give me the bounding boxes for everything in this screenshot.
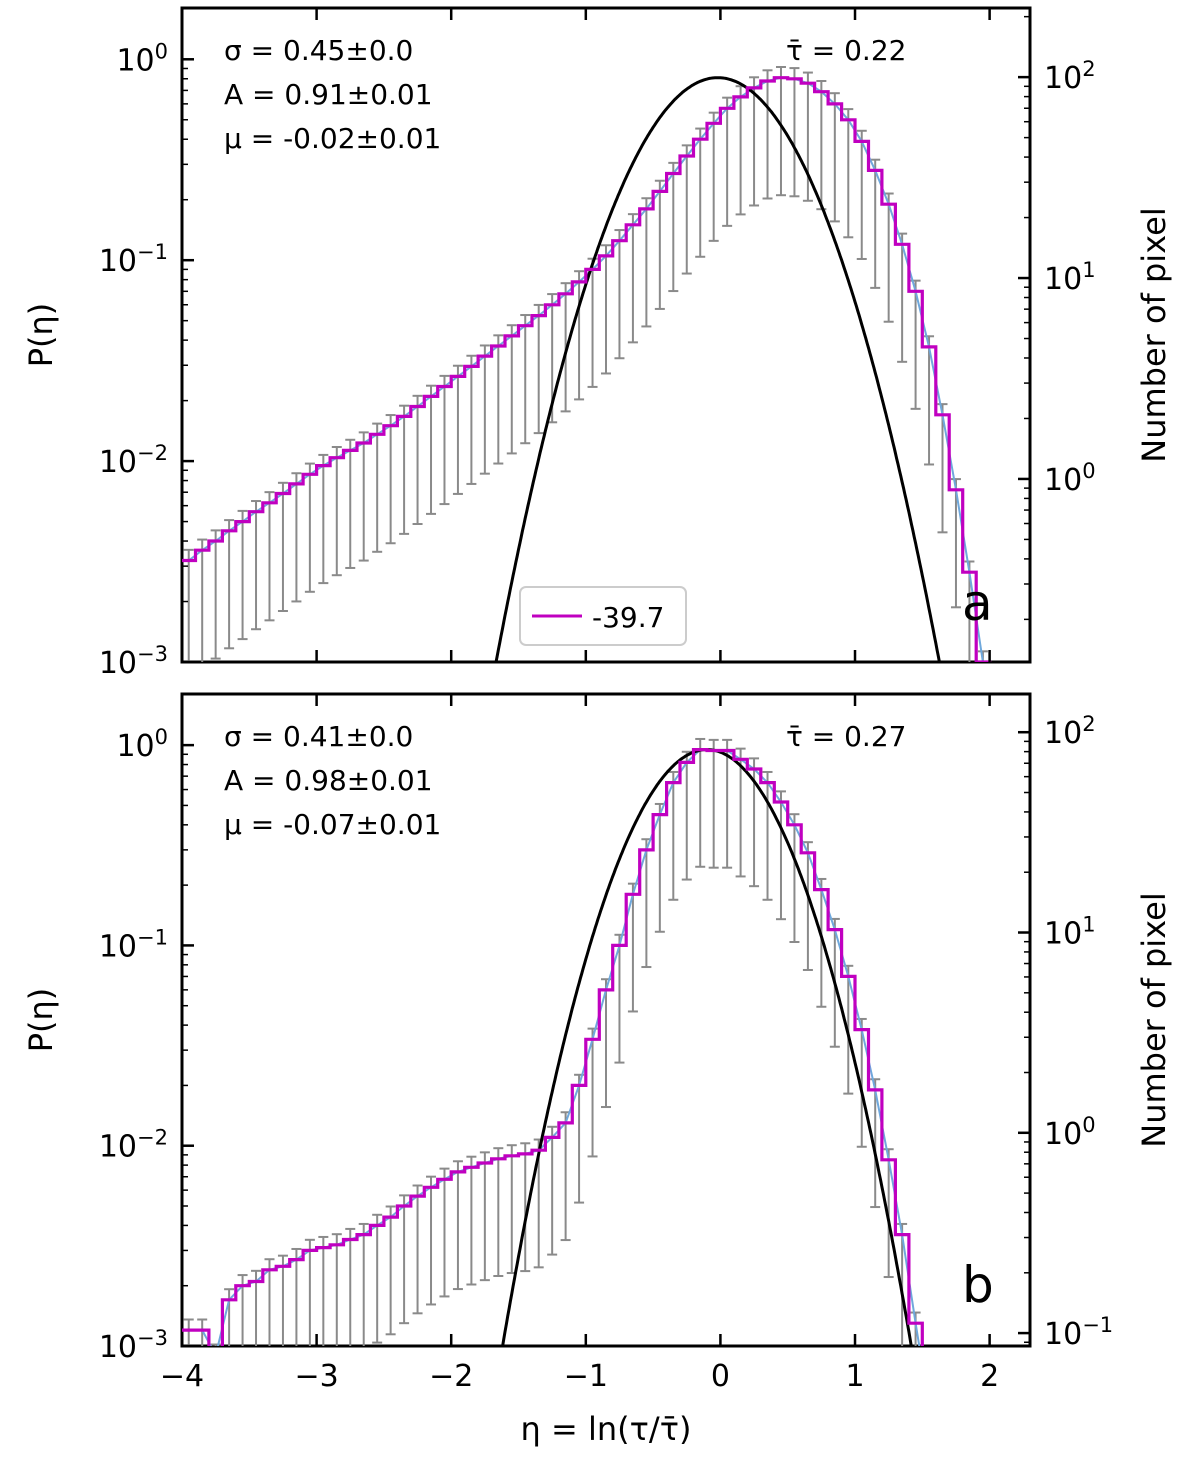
panel-letter: b bbox=[962, 1256, 994, 1314]
annotation-mu: μ = -0.07±0.01 bbox=[224, 808, 441, 841]
chart-marks: 10−3 10−2 10−1 100 10−1 100 101 102 −4 −3 −2 −1 0 1 2 bbox=[99, 694, 1113, 1394]
panel-letter: a bbox=[962, 574, 993, 632]
series-center-line bbox=[188, 748, 921, 1346]
x-tick-label: −4 bbox=[160, 1359, 204, 1394]
annotation-amplitude: A = 0.91±0.01 bbox=[224, 78, 433, 111]
y-axis-label: P(η) bbox=[22, 303, 60, 368]
x-tick-label: −1 bbox=[564, 1359, 608, 1394]
x-tick-label: 0 bbox=[711, 1359, 730, 1394]
series-center-line bbox=[188, 76, 984, 662]
legend-box bbox=[519, 586, 687, 646]
x-tick-label: 1 bbox=[845, 1359, 864, 1394]
y-tick-label: 100 bbox=[116, 39, 168, 78]
y-tick-label: 10−3 bbox=[99, 1326, 168, 1365]
y-tick-label: 10−1 bbox=[99, 925, 168, 964]
histogram-step bbox=[182, 76, 992, 662]
y2-tick-label: 100 bbox=[1044, 459, 1096, 498]
y2-tick-label: 100 bbox=[1044, 1113, 1096, 1152]
plot-frame bbox=[180, 6, 1032, 664]
y-axis-label: P(η) bbox=[22, 988, 60, 1053]
annotation-sigma: σ = 0.41±0.0 bbox=[224, 720, 413, 753]
y2-tick-label: 101 bbox=[1044, 258, 1096, 297]
x-axis-label: η = ln(τ/τ̄) bbox=[521, 1410, 692, 1448]
x-tick-label: −2 bbox=[429, 1359, 473, 1394]
fit-curve bbox=[501, 748, 913, 1346]
annotation-amplitude: A = 0.98±0.01 bbox=[224, 764, 433, 797]
y2-axis-label: Number of pixel bbox=[1135, 207, 1173, 462]
plot-frame bbox=[180, 692, 1032, 1348]
y2-tick-label: 101 bbox=[1044, 913, 1096, 952]
x-tick-label: −3 bbox=[294, 1359, 338, 1394]
y2-axis-label: Number of pixel bbox=[1135, 892, 1173, 1147]
y-tick-label: 10−2 bbox=[99, 441, 168, 480]
y-tick-label: 100 bbox=[116, 725, 168, 764]
y-tick-label: 10−3 bbox=[99, 642, 168, 681]
panel-a: 10−3 10−2 10−1 100 100 101 102 σ = 0.45±0.0 A … bbox=[22, 6, 1173, 681]
plot-area bbox=[182, 737, 924, 1346]
y-tick-label: 10−1 bbox=[99, 240, 168, 279]
legend-label: -39.7 bbox=[592, 601, 664, 634]
annotation-mu: μ = -0.02±0.01 bbox=[224, 122, 441, 155]
x-tick-label: 2 bbox=[980, 1359, 999, 1394]
y2-tick-label: 102 bbox=[1044, 712, 1096, 751]
plot-area bbox=[182, 66, 992, 662]
annotation-tau-mean: τ̄ = 0.22 bbox=[786, 34, 906, 67]
annotation-sigma: σ = 0.45±0.0 bbox=[224, 34, 413, 67]
y2-tick-label: 102 bbox=[1044, 57, 1096, 96]
histogram-step bbox=[182, 748, 924, 1346]
fit-curve bbox=[494, 76, 941, 662]
annotations: σ = 0.41±0.0 A = 0.98±0.01 μ = -0.07±0.0… bbox=[224, 720, 906, 841]
chart-marks: 10−3 10−2 10−1 100 100 101 102 bbox=[99, 8, 1096, 681]
y2-tick-label: 10−1 bbox=[1044, 1313, 1113, 1352]
annotation-tau-mean: τ̄ = 0.27 bbox=[786, 720, 906, 753]
legend: -39.7 bbox=[519, 586, 687, 646]
y-tick-label: 10−2 bbox=[99, 1126, 168, 1165]
annotations: σ = 0.45±0.0 A = 0.91±0.01 μ = -0.02±0.0… bbox=[224, 34, 906, 155]
